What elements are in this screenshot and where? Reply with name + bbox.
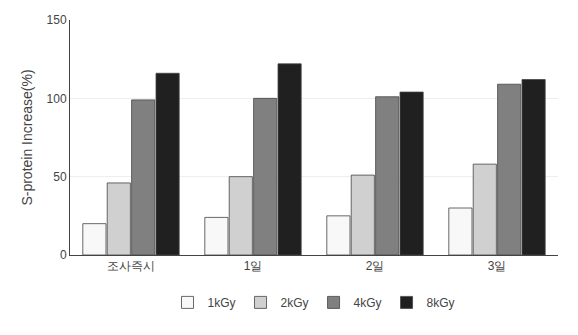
svg-text:4kGy: 4kGy: [354, 296, 382, 310]
svg-text:150: 150: [47, 13, 67, 27]
svg-text:100: 100: [47, 92, 67, 106]
svg-text:8kGy: 8kGy: [427, 296, 455, 310]
svg-text:50: 50: [53, 170, 67, 184]
svg-text:S-protein Increase(%): S-protein Increase(%): [19, 69, 35, 205]
svg-text:3일: 3일: [488, 259, 507, 273]
svg-text:0: 0: [60, 248, 67, 262]
svg-text:1일: 1일: [244, 259, 263, 273]
svg-text:조사즉시: 조사즉시: [107, 259, 155, 273]
svg-text:2kGy: 2kGy: [281, 296, 309, 310]
svg-text:1kGy: 1kGy: [208, 296, 236, 310]
svg-text:2일: 2일: [366, 259, 385, 273]
